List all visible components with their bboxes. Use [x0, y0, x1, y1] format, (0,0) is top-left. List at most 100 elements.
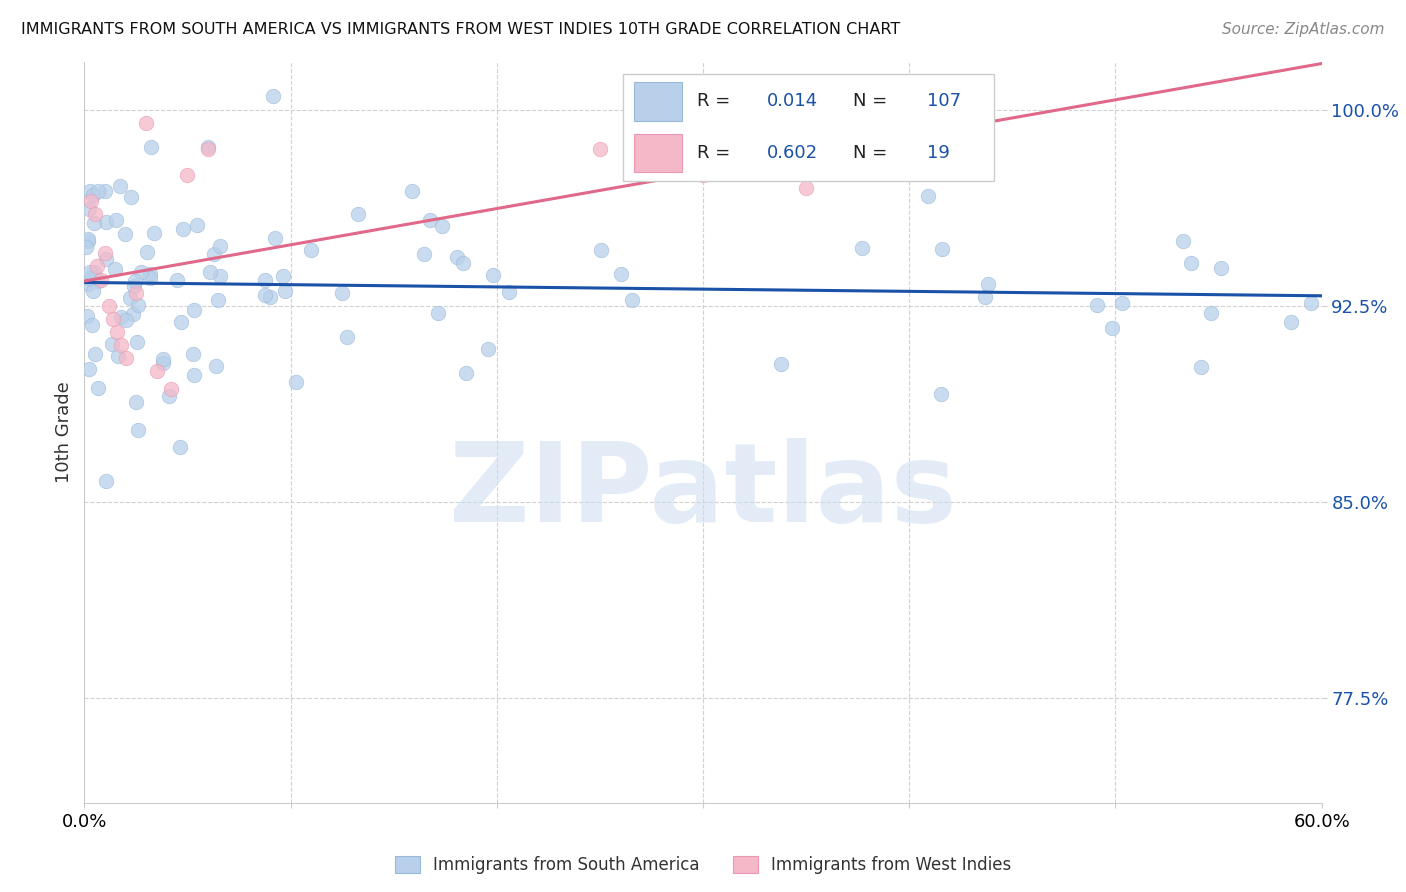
- Point: [456, 366, 478, 380]
- Point: [181, 347, 204, 361]
- Point: [103, 311, 125, 326]
- Point: [477, 342, 499, 356]
- Point: [589, 142, 612, 156]
- Point: [498, 285, 520, 300]
- Point: [79, 265, 101, 279]
- Point: [84, 347, 107, 361]
- Point: [264, 230, 287, 244]
- Point: [172, 222, 194, 236]
- Point: [451, 256, 474, 270]
- Point: [692, 168, 714, 182]
- Point: [127, 334, 149, 349]
- Point: [127, 298, 149, 312]
- Point: [1209, 261, 1232, 276]
- Point: [202, 246, 225, 260]
- Point: [77, 202, 100, 217]
- Point: [259, 290, 281, 304]
- Point: [917, 189, 939, 203]
- Point: [139, 267, 162, 281]
- Point: [104, 213, 127, 227]
- Point: [976, 277, 998, 291]
- Point: [285, 376, 308, 390]
- Point: [273, 268, 295, 283]
- Point: [96, 215, 118, 229]
- Point: [94, 246, 117, 260]
- Point: [208, 239, 231, 253]
- Point: [330, 286, 353, 301]
- Point: [75, 240, 97, 254]
- Point: [120, 190, 142, 204]
- Point: [129, 264, 152, 278]
- Point: [110, 338, 132, 352]
- Point: [610, 267, 633, 281]
- Point: [110, 310, 132, 325]
- Text: Source: ZipAtlas.com: Source: ZipAtlas.com: [1222, 22, 1385, 37]
- Point: [87, 381, 110, 395]
- Point: [1111, 295, 1133, 310]
- Point: [125, 395, 148, 409]
- Point: [186, 218, 208, 232]
- Y-axis label: 10th Grade: 10th Grade: [55, 382, 73, 483]
- Point: [157, 389, 180, 403]
- Point: [931, 387, 953, 401]
- Point: [197, 142, 219, 156]
- Point: [76, 277, 98, 291]
- Point: [79, 184, 101, 198]
- Text: IMMIGRANTS FROM SOUTH AMERICA VS IMMIGRANTS FROM WEST INDIES 10TH GRADE CORRELAT: IMMIGRANTS FROM SOUTH AMERICA VS IMMIGRA…: [21, 22, 900, 37]
- Point: [620, 293, 643, 307]
- Point: [183, 368, 205, 383]
- Point: [83, 265, 105, 279]
- Point: [135, 115, 157, 129]
- Point: [589, 244, 612, 258]
- Point: [87, 184, 110, 198]
- Point: [1085, 298, 1108, 312]
- Point: [253, 287, 276, 301]
- Point: [122, 307, 145, 321]
- Point: [82, 318, 104, 332]
- Point: [86, 260, 108, 274]
- Point: [1180, 256, 1202, 270]
- Point: [114, 227, 136, 242]
- Point: [124, 274, 146, 288]
- Point: [1301, 296, 1323, 310]
- Point: [125, 285, 148, 300]
- Point: [335, 330, 357, 344]
- Point: [183, 302, 205, 317]
- Point: [94, 252, 117, 266]
- Point: [143, 226, 166, 240]
- Point: [139, 140, 162, 154]
- Point: [77, 232, 100, 246]
- Point: [419, 213, 441, 227]
- Point: [413, 247, 436, 261]
- Point: [107, 349, 129, 363]
- Point: [118, 291, 141, 305]
- Point: [82, 188, 104, 202]
- Point: [851, 241, 873, 255]
- Point: [1101, 321, 1123, 335]
- Point: [122, 278, 145, 293]
- Point: [77, 271, 100, 285]
- Point: [100, 337, 122, 351]
- Point: [145, 364, 167, 378]
- Point: [446, 251, 468, 265]
- Point: [90, 272, 112, 286]
- Point: [208, 269, 231, 284]
- Point: [401, 184, 423, 198]
- Point: [104, 261, 127, 276]
- Legend: Immigrants from South America, Immigrants from West Indies: Immigrants from South America, Immigrant…: [389, 851, 1017, 880]
- Point: [263, 89, 285, 103]
- Point: [94, 474, 117, 488]
- Point: [207, 293, 229, 307]
- Point: [114, 351, 136, 365]
- Point: [136, 245, 159, 260]
- Point: [347, 207, 370, 221]
- Point: [105, 325, 128, 339]
- Point: [1189, 359, 1212, 374]
- Point: [115, 313, 138, 327]
- Point: [931, 243, 953, 257]
- Point: [108, 179, 131, 194]
- Point: [770, 357, 793, 371]
- Point: [794, 181, 817, 195]
- Point: [973, 291, 995, 305]
- Point: [299, 243, 322, 257]
